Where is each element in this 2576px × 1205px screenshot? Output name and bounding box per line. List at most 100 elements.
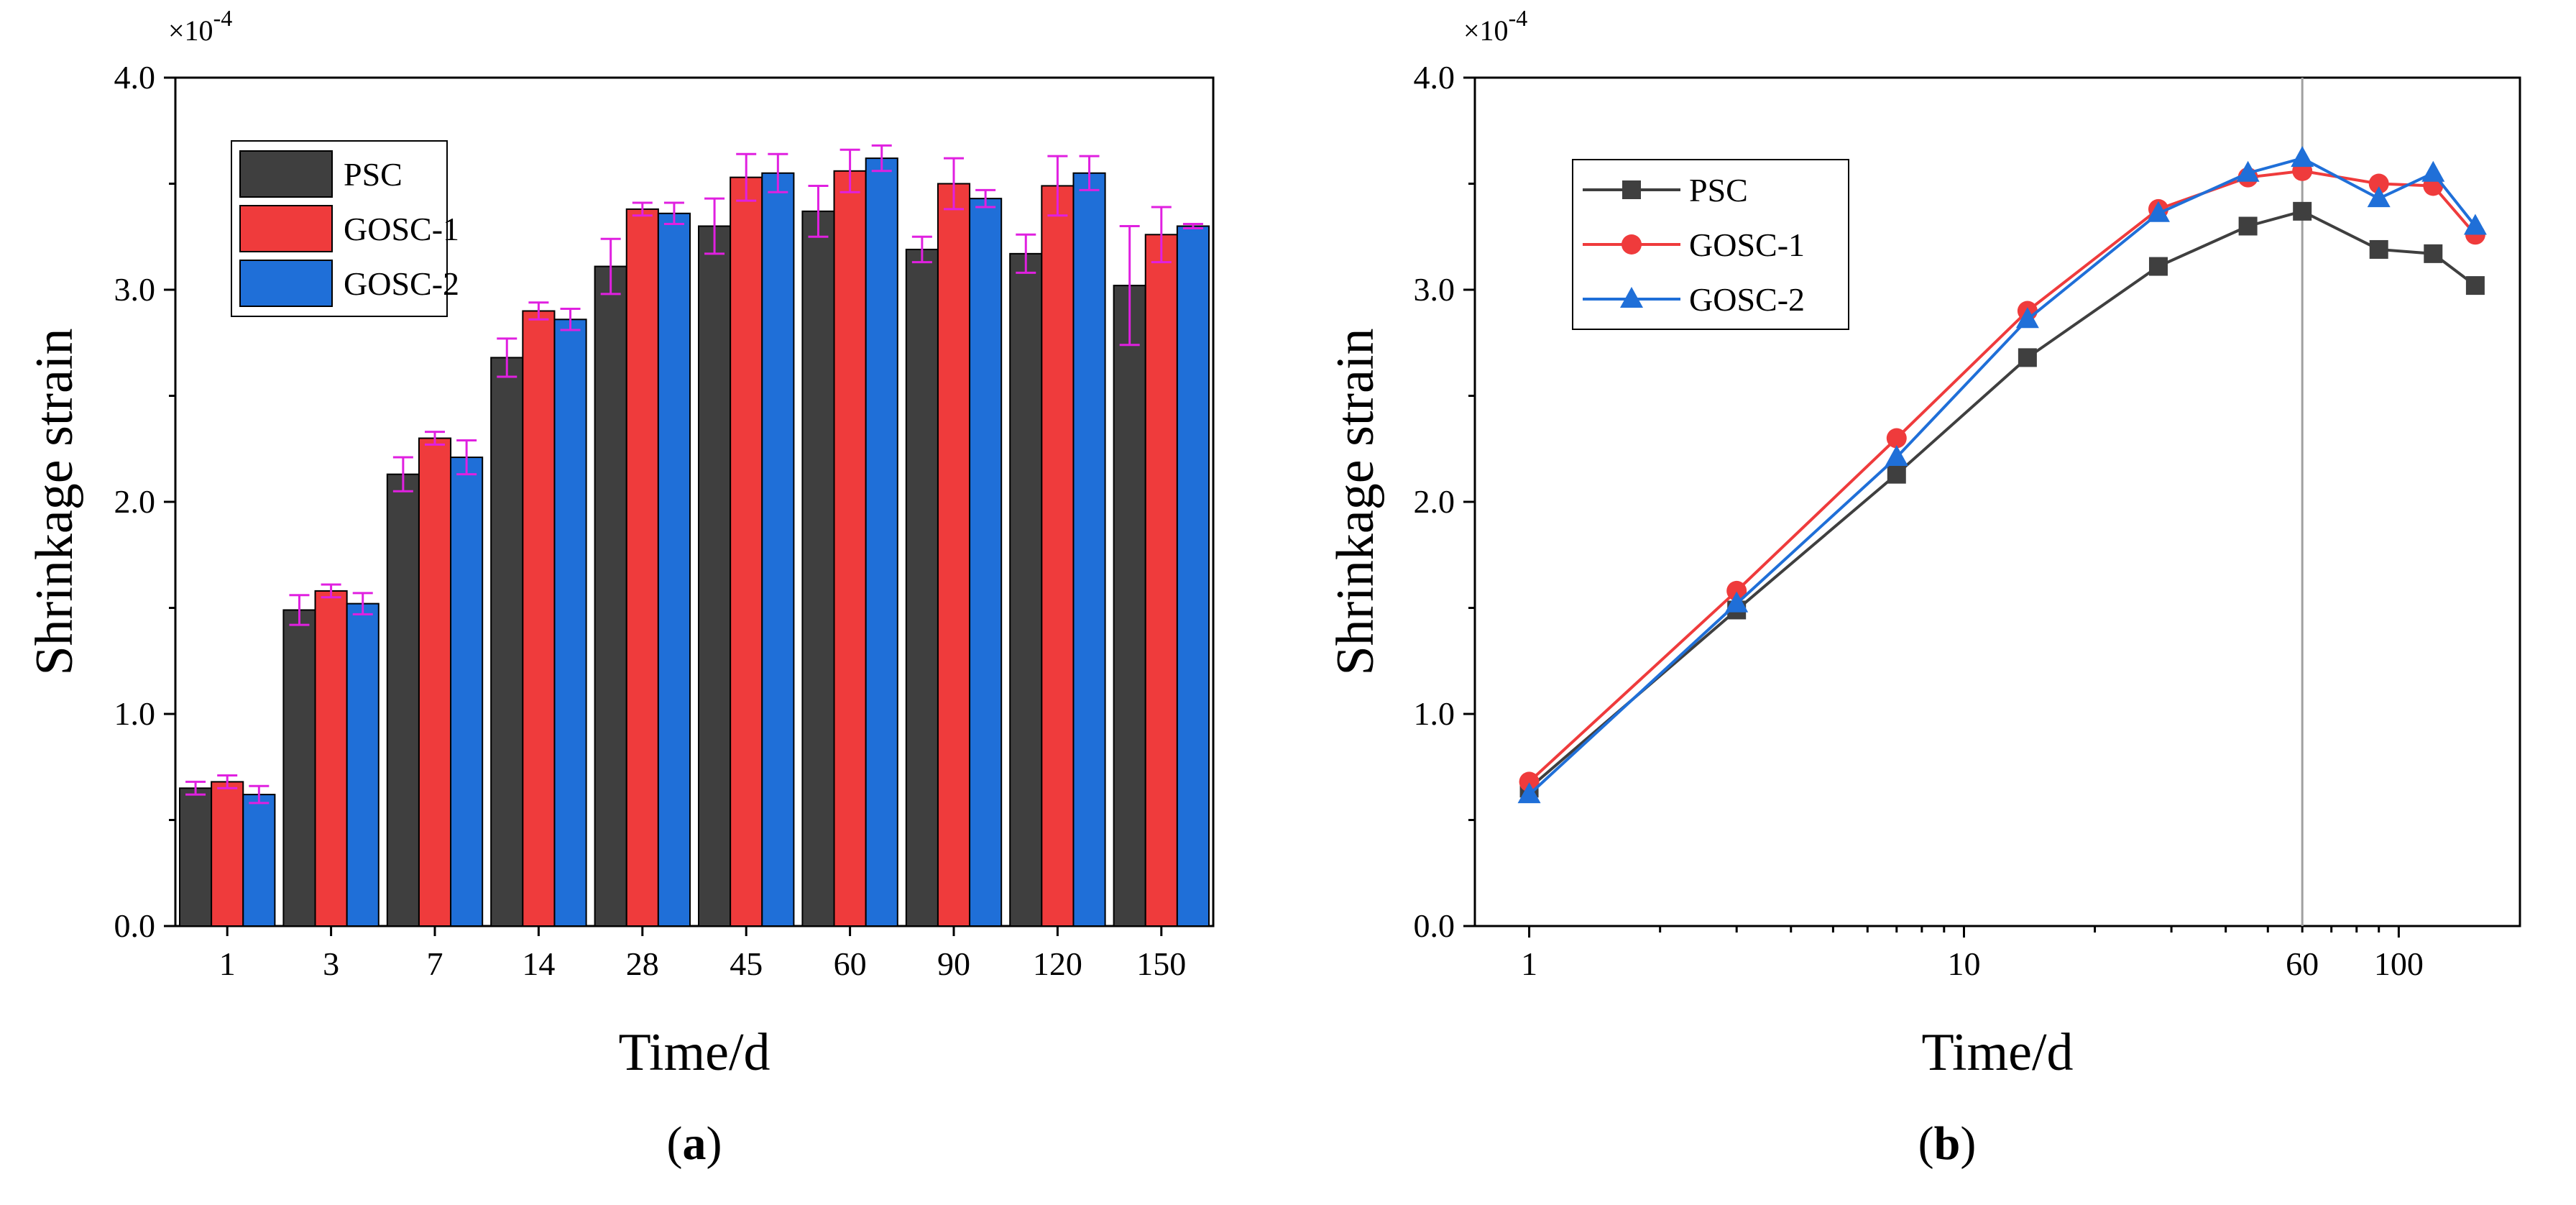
bar-gosc-2-28 [657,212,691,927]
x-tick-label-a: 28 [626,945,659,982]
error-bar-psc-28 [600,237,621,295]
bar-gosc-2-3 [346,602,380,927]
bar-gosc-2-45 [761,172,795,927]
bar-gosc-1-14 [522,310,556,927]
y-tick-label-b: 3.0 [1414,271,1455,308]
caption-b: (b) [1918,1117,1977,1170]
x-tick-label-b: 60 [2286,945,2319,982]
x-tick-label-a: 45 [730,945,763,982]
error-bar-psc-14 [497,337,518,378]
line-psc [1528,209,2477,789]
x-tick-label-a: 120 [1033,945,1082,982]
y-tick-label-a: 0.0 [114,907,156,944]
line-gosc-2 [1528,156,2477,796]
bar-psc-28 [594,265,627,927]
point-psc-7 [1887,464,1906,484]
error-bar-gosc-1-60 [840,148,860,193]
error-bar-psc-3 [289,594,310,626]
bar-psc-150 [1113,285,1146,927]
legend-label-gosc-2: GOSC-2 [344,265,459,302]
error-bar-gosc-2-120 [1079,155,1100,191]
point-psc-150 [2465,276,2485,295]
legend-label-b-gosc-2: GOSC-2 [1689,281,1805,318]
error-bar-gosc-1-14 [528,301,549,321]
x-tick-label-a: 3 [323,945,339,982]
point-gosc-1-7 [1886,428,1907,449]
point-psc-28 [2148,257,2168,276]
bar-gosc-2-90 [969,198,1003,927]
bar-gosc-1-3 [314,590,348,927]
error-bar-gosc-1-3 [321,583,341,599]
x-tick-label-a: 7 [427,945,443,982]
error-bar-gosc-1-120 [1047,155,1068,217]
error-bar-psc-60 [808,184,829,238]
bar-psc-90 [905,248,939,927]
y-tick-label-b: 2.0 [1414,483,1455,520]
error-bar-psc-45 [704,197,725,255]
x-tick-label-a: 14 [522,945,555,982]
point-gosc-2-28 [2146,201,2170,222]
point-gosc-2-150 [2463,214,2487,235]
bar-psc-7 [386,473,420,927]
error-bar-gosc-2-90 [975,188,996,209]
bar-gosc-1-45 [730,176,763,927]
point-gosc-2-60 [2291,146,2314,168]
x-axis-label-b: Time/d [1921,1023,2073,1082]
error-bar-psc-7 [392,456,413,492]
error-bar-gosc-1-45 [736,152,757,202]
error-bar-psc-150 [1119,225,1140,347]
bar-psc-1 [179,787,213,927]
point-gosc-2-7 [1885,445,1908,467]
point-gosc-2-14 [2015,307,2039,329]
error-bar-gosc-2-14 [560,308,581,331]
error-bar-psc-90 [911,235,932,264]
point-gosc-2-1 [1517,782,1541,804]
point-gosc-2-90 [2367,186,2391,208]
point-gosc-2-120 [2421,160,2445,182]
error-bar-psc-1 [185,780,206,796]
legend-swatch-gosc-1 [239,205,333,252]
error-bar-gosc-1-150 [1151,206,1172,264]
legend-label-b-psc: PSC [1689,172,1748,209]
y-tick-label-a: 4.0 [114,59,156,96]
bar-gosc-1-7 [418,437,452,927]
bar-gosc-1-150 [1144,234,1178,927]
error-bar-gosc-2-1 [249,784,270,805]
y-axis-label-b: Shrinkage strain [1326,329,1385,676]
legend-marker-gosc-1 [1622,234,1642,255]
panel-a-bar-chart: 0.0 1.0 2.0 3.0 4.0 ×10-4 1 3 7 14 28 45 60 90 120 150 T… [25,5,1215,1170]
x-tick-label-b: 10 [1947,945,1980,982]
y-tick-label-b: 4.0 [1414,59,1455,96]
bar-psc-14 [490,357,524,927]
panel-b-line-chart: 0.0 1.0 2.0 3.0 4.0×10-4 1 10 60 100 Time/d Shrink… [1326,5,2521,1170]
y-tick-label-a: 3.0 [114,271,156,308]
bar-gosc-2-150 [1176,225,1210,927]
point-gosc-2-45 [2236,160,2260,182]
point-gosc-1-90 [2368,173,2389,194]
bar-psc-60 [801,210,835,927]
x-axis-label-a: Time/d [618,1023,770,1082]
y-tick-label-a: 1.0 [114,695,156,732]
error-bar-gosc-1-7 [425,431,445,446]
bar-gosc-1-1 [211,781,244,927]
x-tick-label-a: 150 [1136,945,1186,982]
x-tick-label-a: 1 [219,945,236,982]
error-bar-gosc-2-150 [1182,223,1203,229]
bar-gosc-1-60 [833,170,867,927]
bar-psc-3 [282,609,316,927]
legend-marker-psc [1622,180,1641,199]
caption-a: (a) [667,1117,722,1170]
legend-swatch-psc [239,150,333,198]
legend-label-gosc-1: GOSC-1 [344,211,459,247]
x-tick-label-a: 90 [937,945,970,982]
point-gosc-2-3 [1725,591,1749,613]
x-tick-label-b: 100 [2374,945,2424,982]
bar-gosc-1-120 [1041,185,1075,927]
error-bar-gosc-2-28 [663,201,684,226]
legend-label-psc: PSC [344,156,402,193]
y-multiplier-a: ×10-4 [168,5,232,47]
legend-label-b-gosc-1: GOSC-1 [1689,226,1805,263]
bar-gosc-1-90 [937,183,971,927]
point-psc-120 [2424,244,2443,263]
